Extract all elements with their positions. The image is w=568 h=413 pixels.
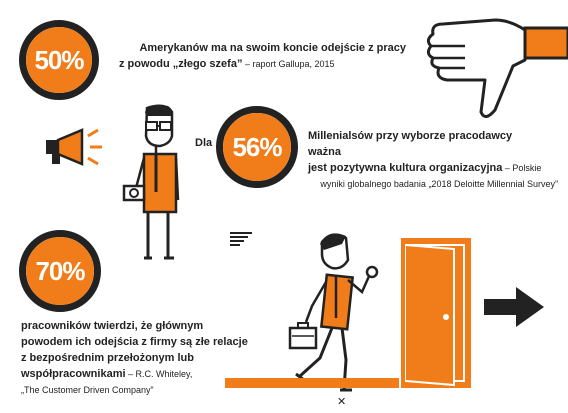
stat2-line1: Millenialsów przy wyborze pracodawcy waż… — [308, 130, 513, 158]
stat3-line4-bold: współpracownikami — [21, 368, 126, 380]
stat1-circle: 50% — [19, 20, 99, 100]
stat3-line1: pracowników twierdzi, że głównym — [21, 320, 204, 332]
stat3-circle: 70% — [19, 230, 101, 312]
stat3-line3: z bezpośrednim przełożonym lub — [21, 352, 194, 364]
exit-arrow-icon — [484, 287, 544, 327]
stat2-prefix: Dla — [195, 137, 213, 149]
thumbs-down-icon — [426, 18, 568, 118]
stat3-line2: powodem ich odejścia z firmy są złe rela… — [21, 336, 248, 348]
stat1-text: Amerykanów ma na swoim koncie odejście z… — [116, 40, 406, 72]
stat1-line1: Amerykanów ma na swoim koncie odejście z… — [139, 42, 406, 54]
megaphone-icon — [46, 128, 102, 166]
stat1-percent: 50% — [34, 44, 84, 75]
stat3-percent: 70% — [35, 255, 85, 286]
stat2-line2-bold: jest pozytywna kultura organizacyjna — [308, 162, 503, 174]
stat2-percent: 56% — [232, 131, 282, 162]
stat2-line3: wyniki globalnego badania „2018 Deloitte… — [320, 179, 558, 189]
stat3-line5: „The Customer Driven Company” — [21, 385, 154, 395]
stat2-circle: 56% — [216, 106, 298, 188]
exit-door-icon — [399, 236, 473, 390]
close-icon: ✕ — [337, 396, 347, 408]
stat2-text: Millenialsów przy wyborze pracodawcy waż… — [308, 128, 558, 192]
stat3-source: – R.C. Whiteley, — [125, 369, 193, 379]
standing-man-icon — [122, 104, 180, 260]
stat1-line2-bold: z powodu „złego szefa” — [119, 58, 243, 70]
stat1-source: – raport Gallupa, 2015 — [242, 59, 335, 69]
floor-bar — [225, 378, 468, 388]
stat2-source: – Polskie — [502, 163, 542, 173]
speed-lines-icon — [230, 232, 252, 246]
stat3-text: pracowników twierdzi, że głównym powodem… — [21, 318, 281, 398]
